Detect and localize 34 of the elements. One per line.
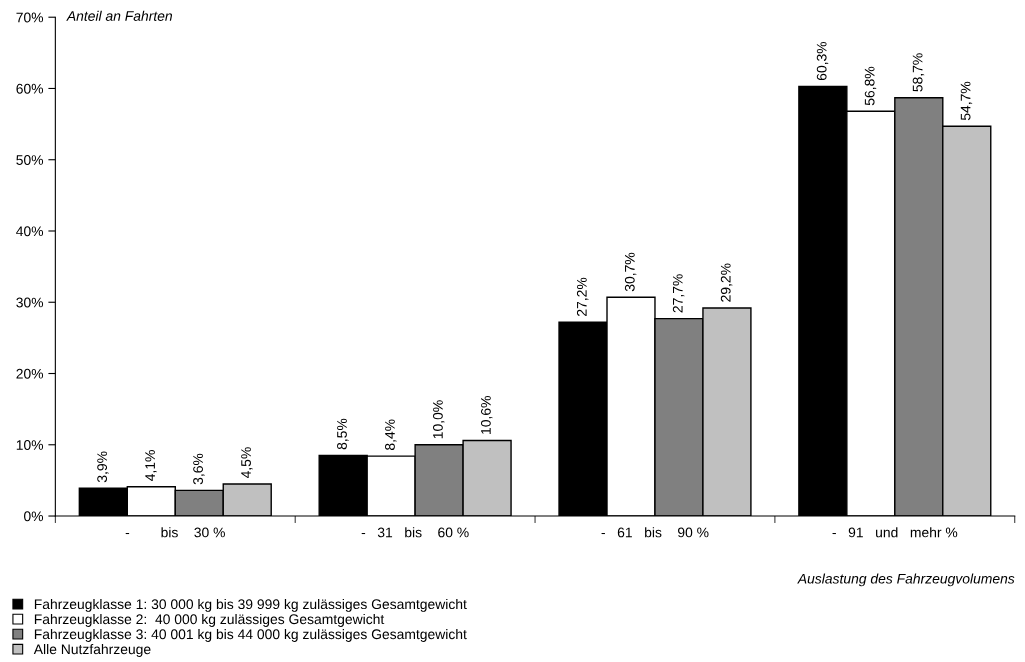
y-tick-label: 10%: [16, 440, 44, 450]
data-label: 8,4%: [385, 419, 397, 451]
y-tick-label: 30%: [16, 297, 44, 308]
legend-label: Alle Nutzfahrzeuge: [33, 643, 151, 657]
data-label: 27,2%: [576, 277, 589, 316]
x-tick-label: - bis 30 %: [125, 527, 225, 538]
legend-label: Fahrzeugklasse 3: 40 001 kg bis 44 000 kg zulässiges Gesamtgewicht: [34, 628, 467, 642]
x-tick-label: - 61 bis 90 %: [601, 527, 709, 538]
x-axis-title: Auslastung des Fahrzeugvolumens: [797, 573, 1015, 587]
data-label: 3,6%: [193, 453, 205, 485]
x-tick-label: - 91 und mehr %: [832, 527, 958, 538]
data-label: 56,8%: [864, 66, 877, 106]
data-label: 29,2%: [720, 263, 733, 302]
data-label: 10,6%: [480, 396, 493, 434]
y-tick-label: 50%: [16, 155, 44, 165]
data-label: 60,3%: [816, 41, 829, 81]
y-tick-label: 40%: [16, 226, 44, 237]
x-tick-label: - 31 bis 60 %: [361, 527, 469, 538]
legend-label: Fahrzeugklasse 1: 30 000 kg bis 39 999 kg zulässiges Gesamtgewicht: [34, 598, 467, 612]
y-tick-label: 20%: [16, 368, 44, 379]
data-label: 8,5%: [337, 418, 349, 450]
y-tick-label: 70%: [16, 12, 44, 23]
legend-label: Fahrzeugklasse 2: 40 000 kg zulässiges Gesamtgewicht: [34, 613, 385, 627]
data-label: 27,7%: [672, 274, 685, 313]
y-tick-label: 0%: [24, 511, 44, 522]
data-label: 30,7%: [624, 252, 637, 292]
data-label: 58,7%: [912, 53, 925, 92]
data-label: 3,9%: [97, 451, 109, 483]
data-label: 54,7%: [960, 81, 973, 121]
data-label: 4,5%: [241, 447, 253, 479]
data-label: 10,0%: [433, 400, 445, 439]
data-label: 4,1%: [145, 450, 157, 481]
y-tick-label: 60%: [16, 83, 44, 94]
y-axis-title: Anteil an Fahrten: [66, 10, 173, 21]
